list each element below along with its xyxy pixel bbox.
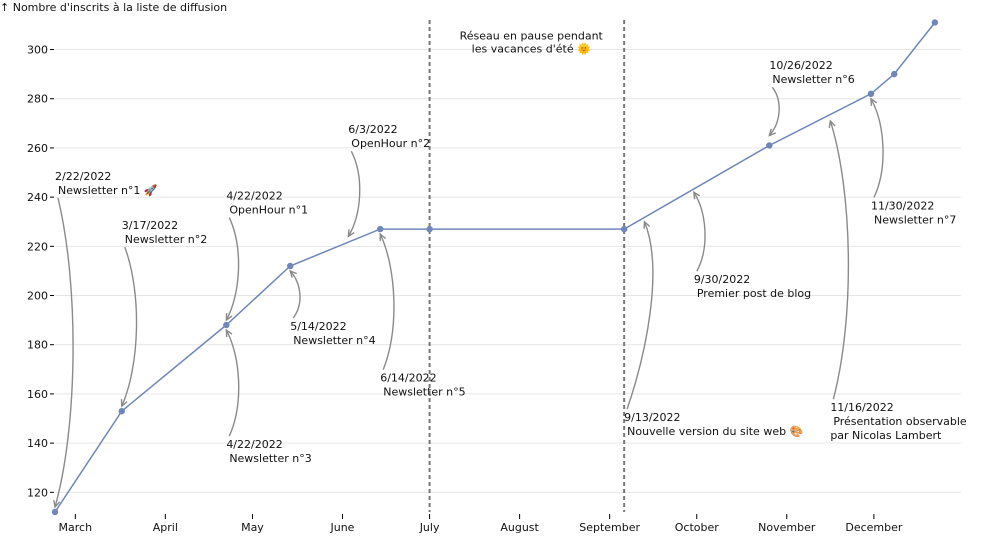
y-tick-label: 120	[27, 486, 48, 499]
pause-note-line1: Réseau en pause pendant	[460, 30, 604, 43]
annotation-date: 5/14/2022	[290, 320, 346, 333]
annotation-label: Newsletter n°1 🚀	[58, 184, 158, 197]
annotation-arrowhead	[643, 220, 651, 229]
annotation-arrowhead	[379, 232, 387, 242]
pause-note-line2: les vacances d'été 🌞	[472, 42, 591, 56]
annotation-date: 6/14/2022	[380, 372, 436, 385]
annotation-date: 4/22/2022	[226, 438, 282, 451]
y-tick-label: 260	[27, 142, 48, 155]
annotation-arrowhead	[120, 399, 128, 408]
annotation-label: Newsletter n°5	[383, 386, 465, 399]
data-point	[931, 19, 939, 26]
x-tick-label: December	[845, 521, 903, 534]
data-point	[426, 225, 433, 233]
x-tick-label: June	[329, 521, 354, 534]
grid-layer	[55, 49, 961, 493]
x-tick-label: March	[59, 521, 93, 534]
annotation-label: Newsletter n°7	[874, 213, 956, 226]
data-point	[766, 142, 773, 149]
annotation-arrowhead	[828, 119, 836, 129]
annotation-label: Présentation observable	[833, 415, 967, 428]
annotation-arrowhead	[347, 229, 355, 238]
y-tick-label: 300	[27, 44, 48, 57]
data-point	[118, 407, 125, 415]
annotation-arrow	[225, 217, 240, 321]
annotation-arrowhead	[768, 128, 777, 137]
annotation-arrow	[829, 120, 850, 400]
annotation-arrowhead	[692, 190, 701, 200]
y-tick-label: 160	[27, 388, 48, 401]
y-tick-label: 220	[27, 240, 48, 253]
annotation-arrow	[54, 197, 74, 508]
annotation-arrow	[626, 221, 654, 410]
x-tick-label: August	[500, 521, 539, 534]
annotation-date: 6/3/2022	[348, 123, 397, 136]
axis-layer: 120 140 160 180 200 220 240 260 280 300 March April…	[27, 44, 903, 534]
annotation-arrowhead	[289, 269, 297, 278]
annotation-arrow	[870, 98, 884, 198]
annotation-arrow	[121, 246, 138, 407]
x-tick-label: November	[758, 521, 816, 534]
annotation-date: 11/16/2022	[830, 401, 893, 414]
series-line	[54, 22, 936, 513]
data-point	[287, 262, 294, 270]
annotation-date: 9/30/2022	[694, 273, 750, 286]
data-point	[51, 508, 59, 516]
x-tick-label: October	[675, 521, 719, 534]
annotation-arrow	[347, 150, 361, 237]
annotation-arrowhead	[225, 313, 233, 322]
series-layer	[51, 19, 939, 516]
pause-layer	[428, 20, 626, 512]
data-point	[891, 70, 898, 78]
y-tick-label: 200	[27, 290, 48, 303]
annotation-label-line2: par Nicolas Lambert	[830, 429, 942, 442]
annotation-arrow	[289, 270, 301, 319]
data-point	[867, 90, 875, 98]
annotation-date: 11/30/2022	[871, 199, 934, 212]
y-tick-label: 180	[27, 339, 48, 352]
x-tick-label: May	[241, 521, 264, 534]
annotation-label: Newsletter n°6	[772, 73, 854, 86]
annotation-arrow	[768, 86, 780, 137]
y-tick-label: 140	[27, 437, 48, 450]
annotation-label: Newsletter n°2	[125, 233, 207, 246]
annotation-date: 3/17/2022	[122, 219, 178, 232]
annotation-arrow	[225, 329, 240, 437]
annotation-arrowhead	[870, 97, 878, 106]
annotation-arrow-layer	[53, 86, 884, 509]
annotation-label: Newsletter n°3	[229, 452, 311, 465]
annotation-label: Nouvelle version du site web 🎨	[627, 424, 803, 438]
x-tick-label: September	[579, 521, 640, 534]
x-tick-label: July	[419, 521, 440, 534]
data-point	[377, 225, 384, 233]
data-point	[223, 321, 230, 329]
y-axis-title: ↑ Nombre d'inscrits à la liste de diffus…	[0, 1, 227, 14]
annotation-label: OpenHour n°1	[229, 204, 308, 217]
annotation-date: 9/13/2022	[624, 411, 680, 424]
data-point	[620, 225, 628, 233]
annotation-date: 4/22/2022	[226, 190, 282, 203]
annotation-arrowhead	[225, 328, 233, 338]
annotation-arrow	[379, 233, 395, 370]
annotation-label: Newsletter n°4	[293, 334, 375, 347]
y-tick-label: 280	[27, 93, 48, 106]
x-tick-label: April	[153, 521, 178, 534]
y-tick-label: 240	[27, 191, 48, 204]
annotation-arrow	[693, 191, 706, 272]
annotation-label: Premier post de blog	[697, 287, 811, 300]
annotation-date: 2/22/2022	[55, 170, 111, 183]
annotation-date: 10/26/2022	[769, 59, 832, 72]
annotation-label: OpenHour n°2	[351, 137, 430, 150]
annotation-arrowhead	[53, 499, 61, 509]
